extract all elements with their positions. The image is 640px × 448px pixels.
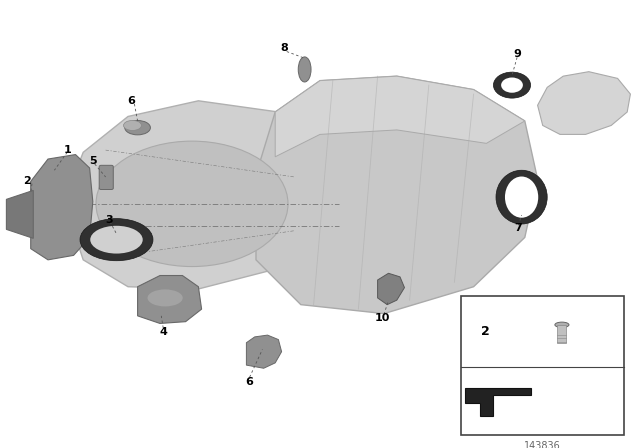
Text: 3: 3 xyxy=(105,215,113,224)
Ellipse shape xyxy=(555,322,569,327)
Ellipse shape xyxy=(298,57,311,82)
Bar xyxy=(557,325,566,343)
Ellipse shape xyxy=(501,78,523,93)
Ellipse shape xyxy=(90,226,143,254)
Ellipse shape xyxy=(493,72,531,98)
Ellipse shape xyxy=(496,170,547,224)
Text: 5: 5 xyxy=(89,156,97,166)
Polygon shape xyxy=(31,155,93,260)
Text: 4: 4 xyxy=(159,327,167,336)
FancyBboxPatch shape xyxy=(99,165,113,190)
Text: 143836: 143836 xyxy=(524,441,561,448)
Polygon shape xyxy=(6,190,33,238)
Polygon shape xyxy=(64,101,339,289)
Ellipse shape xyxy=(124,121,141,130)
Polygon shape xyxy=(275,76,525,157)
Ellipse shape xyxy=(80,219,153,261)
Polygon shape xyxy=(538,72,630,134)
Bar xyxy=(461,296,624,435)
Ellipse shape xyxy=(125,121,150,135)
Text: 6: 6 xyxy=(246,377,253,387)
Text: 9: 9 xyxy=(513,49,521,59)
Text: 7: 7 xyxy=(515,224,522,233)
Text: 6: 6 xyxy=(127,96,135,106)
Polygon shape xyxy=(138,276,202,323)
Text: 10: 10 xyxy=(375,313,390,323)
Text: 8: 8 xyxy=(280,43,288,53)
Polygon shape xyxy=(246,335,282,368)
Text: 1: 1 xyxy=(63,145,71,155)
Ellipse shape xyxy=(505,177,538,218)
Text: 2: 2 xyxy=(23,177,31,186)
Polygon shape xyxy=(378,273,404,305)
Text: 2: 2 xyxy=(481,325,490,338)
Polygon shape xyxy=(465,388,531,416)
Polygon shape xyxy=(256,76,538,314)
Ellipse shape xyxy=(148,289,183,306)
Ellipse shape xyxy=(96,141,288,267)
